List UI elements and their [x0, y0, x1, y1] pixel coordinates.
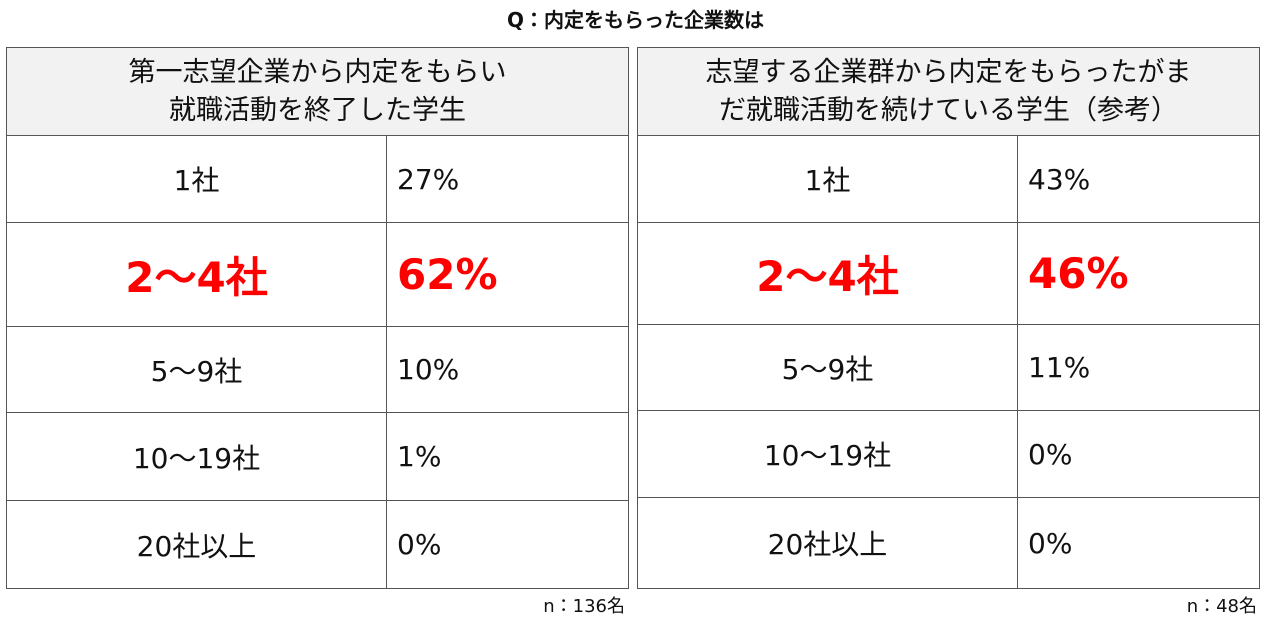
company-count: 2～4社 — [7, 223, 387, 326]
table-row: 20社以上 0% — [7, 501, 628, 588]
company-count: 1社 — [7, 136, 387, 222]
percentage: 46% — [1028, 249, 1129, 298]
table-row: 1社 27% — [7, 136, 628, 223]
percentage: 62% — [397, 250, 498, 299]
table-row: 1社 43% — [638, 136, 1259, 223]
percentage: 0% — [1028, 437, 1073, 471]
table: 第一志望企業から内定をもらい 就職活動を終了した学生 1社 27% 2～4社 62% 5～9… — [6, 47, 629, 589]
company-count: 5～9社 — [638, 325, 1018, 410]
table-row: 5～9社 11% — [638, 325, 1259, 411]
company-count: 10～19社 — [7, 413, 387, 500]
title: Q：内定をもらった企業数は — [506, 8, 764, 32]
percentage: 10% — [397, 353, 460, 386]
table-row: 2～4社 46% — [638, 223, 1259, 325]
table: 志望する企業群から内定をもらったがま だ就職活動を続けている学生（参考） 1社 43%… — [637, 47, 1260, 589]
company-count: 5～9社 — [7, 327, 387, 412]
table-row: 20社以上 0% — [638, 498, 1259, 588]
percentage: 43% — [1028, 162, 1091, 196]
header-line: 志望する企業群から内定をもらったがま — [705, 56, 1192, 88]
company-count: 20社以上 — [638, 498, 1018, 588]
percentage: 11% — [1028, 351, 1091, 384]
company-count: 2～4社 — [638, 223, 1018, 324]
company-count: 10～19社 — [638, 411, 1018, 497]
table-row: 10～19社 0% — [638, 411, 1259, 498]
sample-size: n：136名 — [543, 596, 625, 617]
percentage: 0% — [1028, 526, 1073, 560]
table-row: 10～19社 1% — [7, 413, 628, 501]
percentage: 27% — [397, 162, 460, 196]
table-row: 2～4社 62% — [7, 223, 628, 327]
header-line: だ就職活動を続けている学生（参考） — [719, 94, 1178, 126]
header-line: 第一志望企業から内定をもらい — [128, 56, 507, 88]
table-header: 志望する企業群から内定をもらったがま だ就職活動を続けている学生（参考） — [638, 48, 1259, 136]
sample-size: n：48名 — [1186, 596, 1257, 617]
table-header: 第一志望企業から内定をもらい 就職活動を終了した学生 — [7, 48, 628, 136]
company-count: 1社 — [638, 136, 1018, 222]
percentage: 1% — [397, 440, 442, 473]
percentage: 0% — [397, 528, 442, 561]
company-count: 20社以上 — [7, 501, 387, 588]
header-line: 就職活動を終了した学生 — [169, 94, 466, 126]
table-row: 5～9社 10% — [7, 327, 628, 413]
